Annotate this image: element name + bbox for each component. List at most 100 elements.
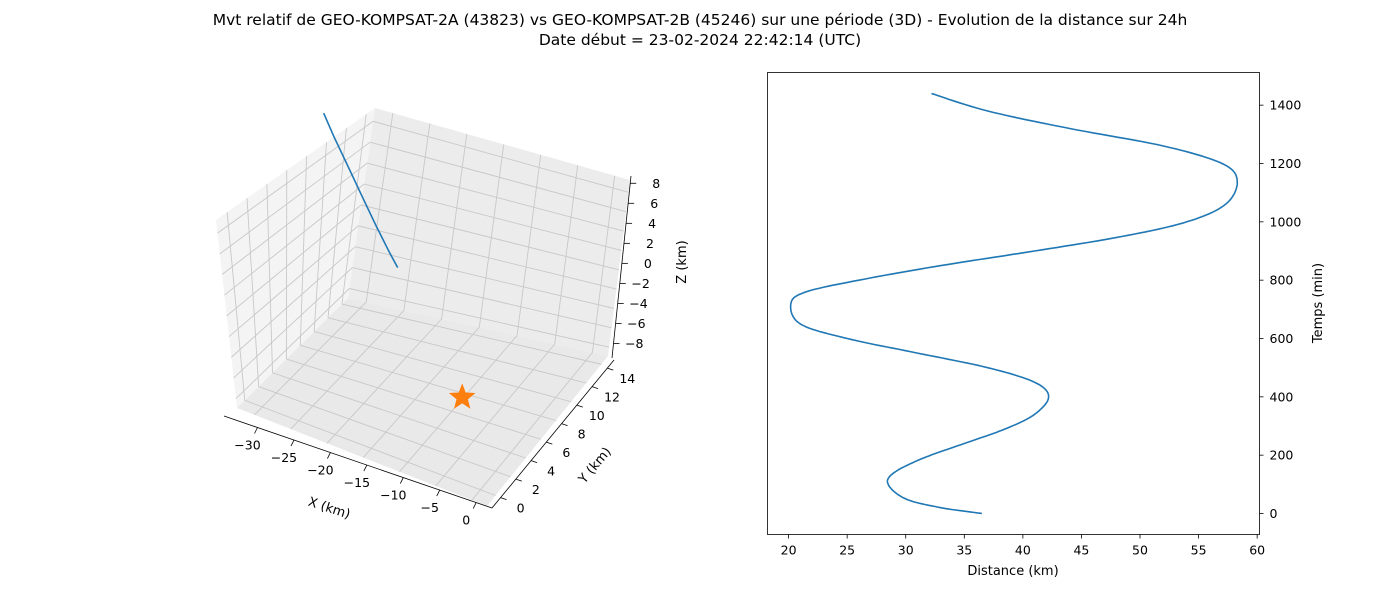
x-gridline-floor — [362, 326, 480, 458]
y-tick-label: 800 — [1270, 273, 1294, 288]
x-tick-mark — [472, 502, 477, 509]
z-gridline-back — [349, 288, 610, 348]
z-tick-label: 0 — [644, 256, 652, 271]
x-gridline-floor — [254, 301, 367, 416]
y-gridline-wall — [246, 198, 260, 387]
z-tick-label: −6 — [627, 316, 645, 331]
z-gridline-back — [364, 183, 622, 251]
z-gridline-back — [367, 162, 624, 232]
x-gridline-wall — [554, 165, 579, 345]
plot-area-frame — [767, 72, 1260, 535]
x-tick-label: 55 — [1191, 543, 1207, 558]
x-tick-label: 0 — [462, 513, 470, 528]
z-tick-label: 8 — [652, 176, 660, 191]
y-axis-label-2d: Temps (min) — [1311, 263, 1326, 344]
x-gridline-wall — [478, 144, 505, 328]
x-tick-mark — [327, 452, 331, 459]
y-gridline-wall — [299, 156, 308, 346]
z-tick-label: 2 — [646, 236, 654, 251]
y-tick-label: 14 — [619, 371, 635, 386]
y-tick-mark — [530, 460, 538, 464]
z-gridline-left — [235, 288, 350, 399]
figure-title: Mvt relatif de GEO-KOMPSAT-2A (43823) vs… — [0, 10, 1400, 50]
x-tick-label: 25 — [839, 543, 855, 558]
z-tick-label: −4 — [629, 296, 647, 311]
y-tick-mark — [607, 367, 614, 371]
z-gridline-back — [372, 120, 629, 193]
x-tick-label: 40 — [1015, 543, 1031, 558]
y-gridline-floor — [300, 344, 557, 421]
y-tick-label: 8 — [578, 427, 586, 442]
distance-over-time-line — [789, 92, 1239, 515]
z-axis-label-3d: Z (km) — [675, 240, 690, 283]
y-tick-mark — [576, 404, 583, 408]
y-tick-label: 2 — [532, 482, 540, 497]
z-gridline-back — [370, 141, 627, 213]
y-tick-mark — [591, 386, 599, 390]
x-tick-label: 45 — [1073, 543, 1089, 558]
y-gridline-floor — [244, 399, 496, 496]
y-gridline-floor — [341, 303, 602, 365]
x-gridline-floor — [471, 352, 593, 501]
y-tick-label: 4 — [547, 464, 555, 479]
x-gridline-floor — [326, 318, 442, 444]
x-gridline-wall — [516, 154, 542, 336]
y-gridline-floor — [258, 386, 511, 478]
axes-2d: 20 25 30 35 40 45 50 55 60 0 200 400 600 800 1000 1200… — [767, 72, 1326, 579]
y-gridline-floor — [286, 358, 541, 440]
x-tick-label: 50 — [1132, 543, 1148, 558]
x-tick-mark — [436, 489, 441, 497]
x-gridline-wall — [591, 175, 616, 353]
y-tick-mark — [561, 423, 568, 427]
title-line-1: Mvt relatif de GEO-KOMPSAT-2A (43823) vs… — [212, 11, 1188, 29]
y-ticks-2d: 0 200 400 600 800 1000 1200 1400 — [1259, 98, 1302, 521]
x-tick-label: −5 — [421, 500, 439, 515]
x-tick-mark — [363, 464, 368, 472]
x-tick-mark — [399, 477, 404, 484]
y-tick-label: 0 — [1270, 506, 1278, 521]
z-tick-label: 4 — [648, 216, 656, 231]
x-gridline-wall — [403, 123, 431, 311]
x-tick-label: −20 — [307, 463, 333, 478]
y-tick-label: 400 — [1270, 389, 1294, 404]
z-gridline-left — [228, 225, 359, 337]
y-gridline-floor — [327, 317, 587, 384]
x-axis-label-3d: X (km) — [306, 495, 352, 523]
y-tick-label: 6 — [562, 445, 570, 460]
x-gridline-floor — [290, 310, 405, 430]
z-tick-label: 6 — [650, 196, 658, 211]
z-gridline-back — [358, 225, 617, 290]
relative-trajectory-line — [322, 112, 399, 268]
x-ticks-2d: 20 25 30 35 40 45 50 55 60 — [781, 534, 1265, 558]
pane-back — [348, 108, 630, 356]
z-gridline-left — [226, 204, 362, 317]
z-ticks-3d: 8 6 4 2 0 −2 −4 −6 −8 — [613, 176, 660, 351]
title-line-2: Date début = 23-02-2024 22:42:14 (UTC) — [538, 31, 862, 49]
y-gridline-floor — [314, 331, 572, 403]
y-tick-label: 0 — [517, 501, 525, 516]
y-gridline-wall — [327, 128, 347, 318]
grid-3d — [217, 112, 629, 501]
z-gridline-left — [221, 162, 368, 275]
x-axis-line — [223, 415, 493, 509]
y-gridline-wall — [226, 212, 246, 401]
y-axis-label-3d: Y (km) — [575, 445, 614, 488]
y-tick-label: 600 — [1270, 331, 1294, 346]
z-gridline-left — [233, 267, 353, 379]
y-gridline-floor — [272, 372, 526, 459]
x-tick-label: 20 — [781, 543, 797, 558]
x-axis-label-2d: Distance (km) — [967, 564, 1058, 579]
x-tick-mark — [290, 439, 295, 447]
z-tick-label: −2 — [631, 276, 649, 291]
x-tick-label: −25 — [271, 450, 297, 465]
z-gridline-back — [361, 204, 619, 271]
y-gridline-wall — [341, 114, 367, 305]
x-tick-label: −15 — [344, 475, 370, 490]
y-tick-mark — [546, 441, 553, 445]
y-tick-label: 1200 — [1270, 156, 1302, 171]
x-gridline-wall — [365, 112, 394, 303]
x-tick-mark — [254, 427, 258, 434]
